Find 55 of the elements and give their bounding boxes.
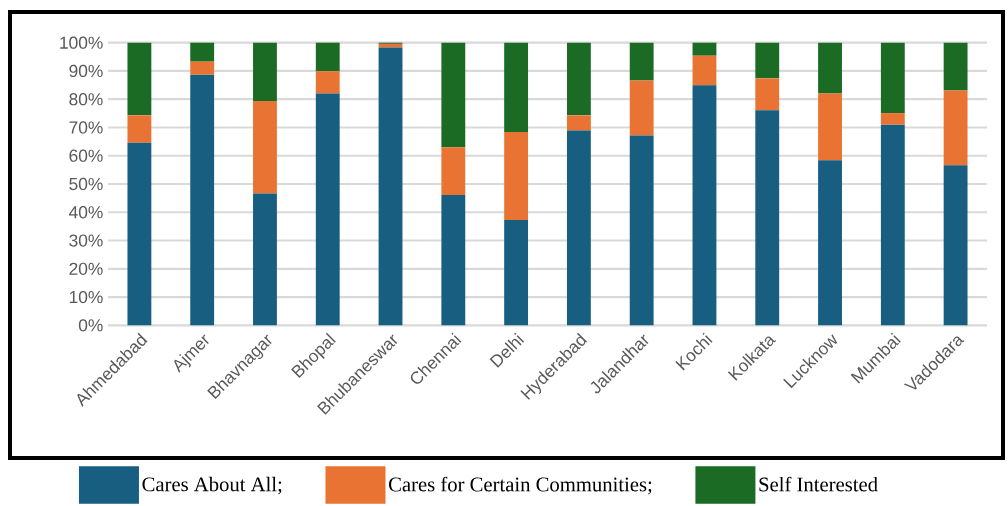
- bar: [315, 93, 340, 326]
- bar: [818, 160, 842, 326]
- bar: [880, 124, 905, 326]
- bar: [692, 55, 717, 86]
- bar: [755, 42, 780, 79]
- bar: [629, 135, 654, 326]
- legend-label: Cares for Certain Communities;: [389, 476, 652, 495]
- bar: [629, 42, 654, 81]
- bar: [566, 130, 591, 326]
- bar: [818, 42, 842, 94]
- bar: [504, 131, 529, 220]
- bar: [253, 42, 277, 101]
- y-tick-label: 90%: [69, 64, 103, 77]
- bar: [755, 78, 780, 111]
- bar: [818, 93, 842, 161]
- bar: [943, 90, 968, 166]
- y-tick-label: 40%: [69, 205, 103, 219]
- bar: [315, 42, 340, 72]
- bar: [127, 115, 152, 143]
- bar: [127, 42, 152, 116]
- bar: [190, 61, 215, 75]
- bar: [441, 42, 466, 148]
- y-tick-label: 70%: [69, 121, 103, 134]
- bar: [880, 112, 905, 125]
- bar: [566, 42, 591, 116]
- bar: [441, 194, 466, 326]
- bar: [943, 165, 968, 326]
- bar: [378, 43, 403, 48]
- bar: [504, 42, 529, 132]
- bar: [253, 193, 277, 326]
- y-tick-label: 60%: [69, 149, 103, 162]
- bar: [253, 100, 277, 194]
- bar: [755, 110, 780, 326]
- bar: [566, 115, 591, 131]
- bar: [441, 147, 466, 195]
- bar: [880, 42, 905, 113]
- y-tick-label: 10%: [69, 290, 103, 304]
- bar: [378, 47, 403, 326]
- bar: [692, 85, 717, 326]
- bar: [315, 71, 340, 94]
- bar: [127, 142, 152, 326]
- bar: [504, 219, 529, 326]
- y-tick-label: 80%: [69, 92, 103, 106]
- bar: [190, 42, 215, 62]
- legend-label: Cares About All;: [142, 476, 282, 495]
- y-tick-label: 50%: [69, 177, 103, 190]
- y-tick-label: 100%: [60, 36, 103, 49]
- y-tick-label: 30%: [69, 234, 103, 247]
- y-tick-label: 0%: [78, 319, 103, 332]
- bar: [943, 42, 968, 91]
- y-tick-label: 20%: [69, 262, 103, 275]
- legend-label: Self Interested: [759, 476, 878, 492]
- bar: [692, 42, 717, 56]
- bar: [629, 80, 654, 136]
- bar: [190, 74, 215, 326]
